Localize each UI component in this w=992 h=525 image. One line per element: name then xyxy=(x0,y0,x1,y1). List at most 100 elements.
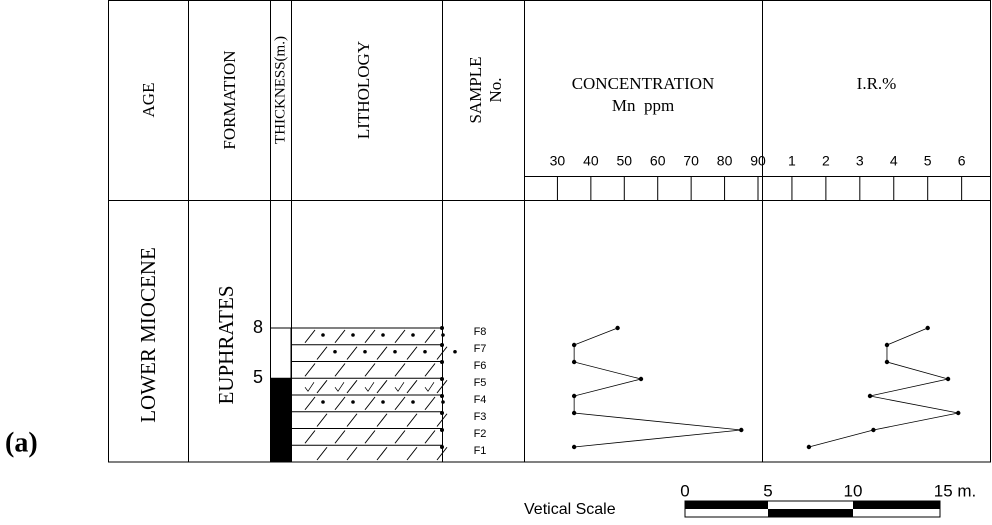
litho-slash xyxy=(365,397,375,410)
age-label: LOWER MIOCENE xyxy=(136,247,160,423)
litho-slash xyxy=(305,330,315,343)
litho-dot xyxy=(381,333,385,337)
litho-dot xyxy=(453,350,457,354)
litho-dot xyxy=(423,350,427,354)
x-tick-label: 3 xyxy=(856,153,864,169)
scale-label: 10 xyxy=(844,481,863,500)
litho-dot xyxy=(333,350,337,354)
sample-dot xyxy=(440,326,444,330)
scale-label: 0 xyxy=(680,481,689,500)
litho-slash xyxy=(377,447,387,460)
litho-slash xyxy=(347,347,357,360)
data-point xyxy=(739,428,743,432)
scale-label: 15 m. xyxy=(934,481,977,500)
litho-dot xyxy=(321,333,325,337)
scale-block xyxy=(853,501,940,509)
litho-dot xyxy=(363,350,367,354)
litho-slash xyxy=(365,364,375,377)
chart-title: CONCENTRATION xyxy=(572,74,715,93)
litho-slash xyxy=(365,431,375,444)
x-tick-label: 6 xyxy=(958,153,966,169)
litho-slash xyxy=(407,447,417,460)
data-point xyxy=(572,360,576,364)
scale-title: Vetical Scale xyxy=(524,501,616,518)
data-point xyxy=(615,326,619,330)
x-tick-label: 5 xyxy=(924,153,932,169)
x-tick-label: 90 xyxy=(750,153,766,169)
sample-dot xyxy=(440,343,444,347)
litho-slash xyxy=(407,380,417,393)
litho-dot xyxy=(351,333,355,337)
litho-slash xyxy=(425,397,435,410)
sample-dot xyxy=(440,428,444,432)
column-header: FORMATION xyxy=(220,50,239,149)
litho-slash xyxy=(365,330,375,343)
data-point xyxy=(572,394,576,398)
data-point xyxy=(868,394,872,398)
x-tick-label: 1 xyxy=(788,153,796,169)
litho-check xyxy=(305,382,314,391)
litho-dot xyxy=(393,350,397,354)
figure: (a) AGE FORMATION THICKNESS(m.) LITHOLOG… xyxy=(0,0,992,525)
litho-check xyxy=(425,382,434,391)
sample-label: F5 xyxy=(474,377,487,389)
thickness-tick-label: 8 xyxy=(253,317,263,337)
sample-label: F2 xyxy=(474,428,487,440)
data-point xyxy=(639,377,643,381)
litho-slash xyxy=(347,380,357,393)
litho-slash xyxy=(335,364,345,377)
scale-label: 5 xyxy=(763,481,772,500)
column-header: LITHOLOGY xyxy=(354,41,373,139)
litho-check xyxy=(395,382,404,391)
litho-dot xyxy=(321,400,325,404)
litho-slash xyxy=(317,414,327,427)
data-point xyxy=(885,360,889,364)
litho-slash xyxy=(335,431,345,444)
litho-check xyxy=(335,382,344,391)
litho-dot xyxy=(351,400,355,404)
sample-label: F1 xyxy=(474,445,487,457)
chart-subtitle: Mn ppm xyxy=(612,96,674,115)
sample-dot xyxy=(440,377,444,381)
litho-slash xyxy=(305,431,315,444)
column-header: THICKNESS(m.) xyxy=(272,36,288,144)
panel-label: (a) xyxy=(5,427,38,458)
data-point xyxy=(572,445,576,449)
litho-slash xyxy=(377,380,387,393)
column-header: No. xyxy=(486,77,505,102)
chart-title: I.R.% xyxy=(857,74,897,93)
frame xyxy=(109,1,991,463)
data-point xyxy=(956,411,960,415)
litho-slash xyxy=(425,330,435,343)
litho-slash xyxy=(407,347,417,360)
sample-label: F3 xyxy=(474,411,487,423)
sample-dot xyxy=(440,360,444,364)
data-point xyxy=(871,428,875,432)
litho-slash xyxy=(425,431,435,444)
scale-bar xyxy=(685,501,940,517)
litho-dot xyxy=(441,400,445,404)
litho-dot xyxy=(381,400,385,404)
litho-slash xyxy=(395,397,405,410)
thickness-bar xyxy=(270,378,291,462)
sample-label: F6 xyxy=(474,360,487,372)
scale-block xyxy=(685,501,768,509)
data-point xyxy=(807,445,811,449)
litho-slash xyxy=(377,347,387,360)
litho-slash xyxy=(377,414,387,427)
litho-dot xyxy=(411,400,415,404)
x-tick-label: 60 xyxy=(650,153,666,169)
litho-slash xyxy=(425,364,435,377)
litho-slash xyxy=(317,347,327,360)
litho-slash xyxy=(305,364,315,377)
sample-dot xyxy=(440,411,444,415)
table-frame xyxy=(108,0,991,462)
formation-label: EUPHRATES xyxy=(214,285,238,404)
sample-label: F4 xyxy=(474,394,487,406)
litho-slash xyxy=(347,447,357,460)
x-tick-label: 50 xyxy=(616,153,632,169)
data-point xyxy=(925,326,929,330)
data-point xyxy=(572,343,576,347)
x-tick-label: 4 xyxy=(890,153,898,169)
x-tick-label: 70 xyxy=(683,153,699,169)
